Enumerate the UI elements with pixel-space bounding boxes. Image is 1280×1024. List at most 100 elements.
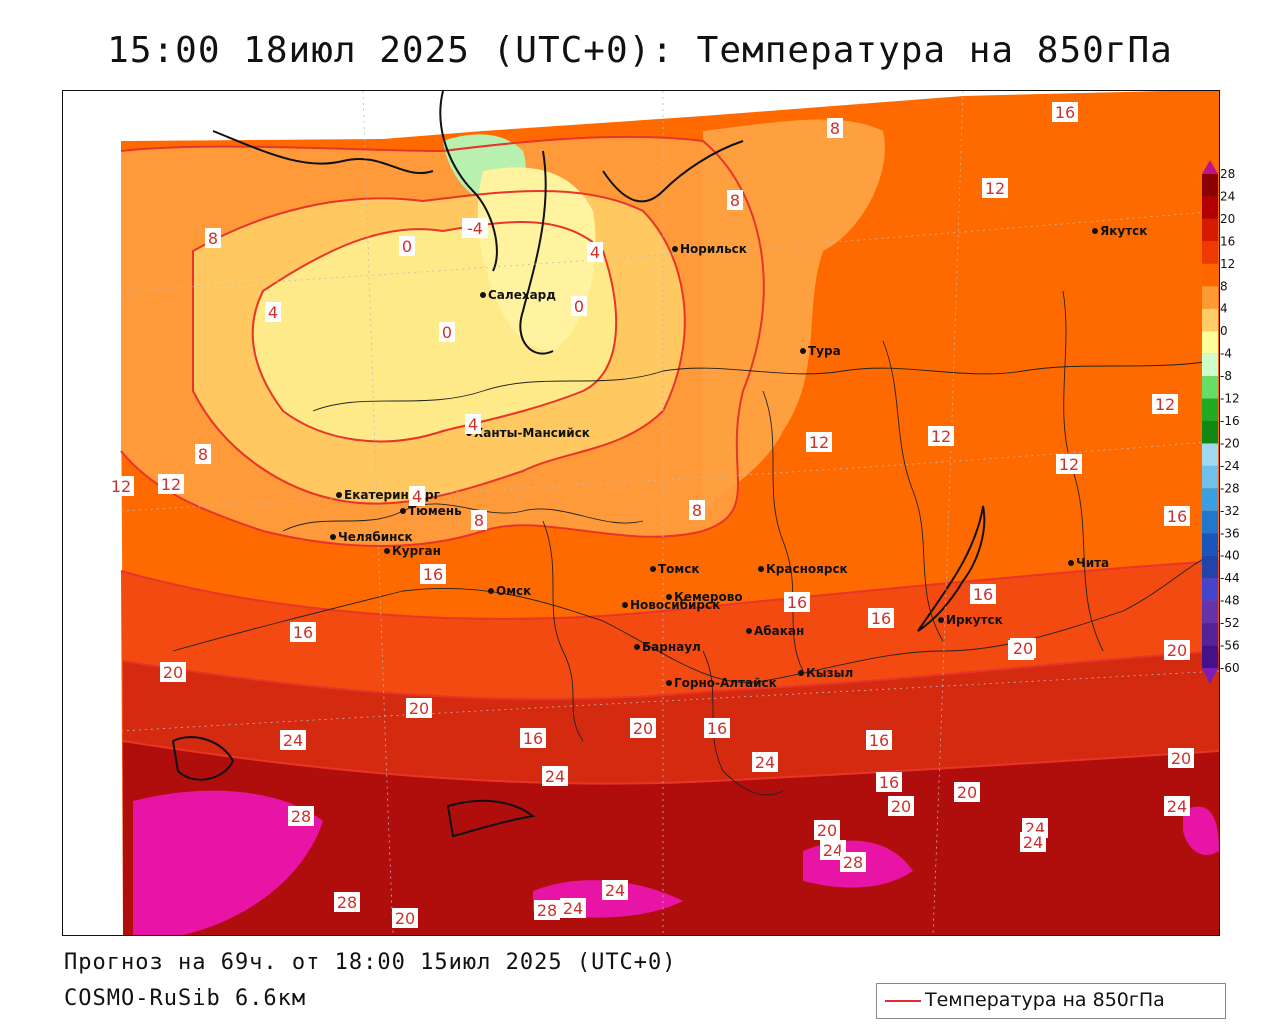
contour-label-bg	[195, 444, 211, 464]
coast-north	[212, 130, 434, 174]
colorbar-swatch	[1202, 533, 1218, 556]
contour-label-bg	[465, 414, 481, 434]
contour-label: 20	[1164, 640, 1190, 660]
contour-label-bg	[587, 242, 603, 262]
contour-label: 8	[689, 500, 705, 520]
colorbar-swatch	[1202, 286, 1218, 309]
colorbar-tick-label: -32	[1220, 504, 1240, 518]
city-marker	[758, 566, 764, 572]
city-label: Челябинск	[338, 530, 413, 544]
contour-label-text: 24	[563, 899, 583, 918]
border-line-5	[762, 390, 804, 672]
contour-label: 8	[827, 118, 843, 138]
coastlines	[171, 91, 986, 838]
contour-label: 28	[334, 892, 360, 912]
contour-label-bg	[820, 840, 846, 860]
colorbar-tick-label: -4	[1220, 347, 1232, 361]
band-24	[123, 741, 1219, 935]
contour-0	[251, 221, 618, 443]
colorbar-tick-label: -44	[1220, 571, 1240, 585]
city-marker	[938, 617, 944, 623]
colorbar-tick-label: -20	[1220, 436, 1240, 450]
colorbar-tick-label: 24	[1220, 189, 1235, 203]
contour-label-text: 28	[537, 901, 557, 920]
contour-label-bg	[520, 728, 546, 748]
colorbar-top-arrow	[1202, 160, 1218, 174]
city-label: Новосибирск	[630, 598, 720, 612]
temperature-map: Норильск Якутск Салехард Тура Ханты-Мансийск…	[62, 90, 1220, 936]
city-label: Омск	[496, 584, 531, 598]
coast-east	[602, 140, 744, 203]
colorbar-swatch	[1202, 421, 1218, 444]
contour-label-bg	[399, 236, 415, 256]
contour-label-bg	[420, 564, 446, 584]
contour-label: 12	[806, 432, 832, 452]
contour-label-bg	[928, 426, 954, 446]
contour-label-bg	[689, 500, 705, 520]
colorbar-swatch	[1202, 308, 1218, 332]
colorbar-tick-label: -8	[1220, 369, 1232, 383]
contour-label-bg	[265, 302, 281, 322]
zone-8b	[703, 119, 885, 511]
contour-label-bg	[280, 730, 306, 750]
city-marker	[622, 602, 628, 608]
contour-label-text: 8	[208, 229, 218, 248]
contour-label-bg	[1164, 796, 1190, 816]
border-line-3	[282, 503, 644, 532]
colorbar-tick-label: -12	[1220, 392, 1240, 406]
contour-label-bg	[876, 772, 902, 792]
contour-label: 0	[571, 296, 587, 316]
colorbar-swatch	[1202, 331, 1218, 354]
contour-label: 8	[727, 190, 743, 210]
band-28	[133, 790, 323, 935]
contour-label: -4	[462, 218, 488, 238]
contour-label: 20	[160, 662, 186, 682]
city-layer: Норильск Якутск Салехард Тура Ханты-Мансийск…	[330, 224, 1147, 690]
contour-label-bg	[630, 718, 656, 738]
lake-aral	[171, 736, 235, 781]
contour-label-text: 28	[337, 893, 357, 912]
contour-label-bg	[288, 806, 314, 826]
contour-label-text: 28	[291, 807, 311, 826]
colorbar-swatch	[1202, 510, 1218, 534]
contour-label-bg	[534, 900, 560, 920]
contour-label-bg	[290, 622, 316, 642]
city-label: Кызыл	[806, 666, 853, 680]
city-marker	[1068, 560, 1074, 566]
band-28d	[1183, 806, 1219, 855]
contour-label: 0	[439, 322, 455, 342]
colorbar-tick-label: -36	[1220, 526, 1240, 540]
city-label: Томск	[658, 562, 700, 576]
contour-label-text: 12	[111, 477, 131, 496]
contour-label-text: 12	[1155, 395, 1175, 414]
contour-label-text: 24	[823, 841, 843, 860]
city-marker	[400, 508, 406, 514]
contour-label-text: 16	[869, 731, 889, 750]
border-line-1	[172, 550, 1219, 683]
colorbar-ticks: 28 24 20 16 12 8 4 0 -4 -8 -12 -16 -20 -24 -28 -32 -36 -4…	[1220, 167, 1240, 675]
city-marker	[650, 566, 656, 572]
colorbar-tick-label: 4	[1220, 302, 1228, 316]
colorbar-tick-label: 20	[1220, 212, 1235, 226]
contour-label-text: 8	[692, 501, 702, 520]
city-label: Ханты-Мансийск	[474, 426, 590, 440]
map-canvas: Норильск Якутск Салехард Тура Ханты-Мансийск…	[108, 91, 1219, 935]
colorbar-bottom-arrow	[1202, 668, 1218, 684]
contour-label: 20	[1168, 748, 1194, 768]
contour-label-text: 0	[442, 323, 452, 342]
contour-label-text: 0	[402, 237, 412, 256]
contour-label-bg	[1168, 748, 1194, 768]
contour-label: 12	[982, 178, 1008, 198]
contour-label-text: 16	[879, 773, 899, 792]
colorbar-tick-label: 8	[1220, 279, 1228, 293]
contour-label-text: 16	[1055, 103, 1075, 122]
contour-label-bg	[1152, 394, 1178, 414]
contour-label-bg	[542, 766, 568, 786]
city-marker	[672, 246, 678, 252]
contour-label: 16	[704, 718, 730, 738]
colorbar-swatch	[1202, 645, 1218, 668]
contour-label-text: 24	[605, 881, 625, 900]
city-marker	[666, 594, 672, 600]
contour-label-text: 8	[830, 119, 840, 138]
contour-label-bg	[160, 662, 186, 682]
